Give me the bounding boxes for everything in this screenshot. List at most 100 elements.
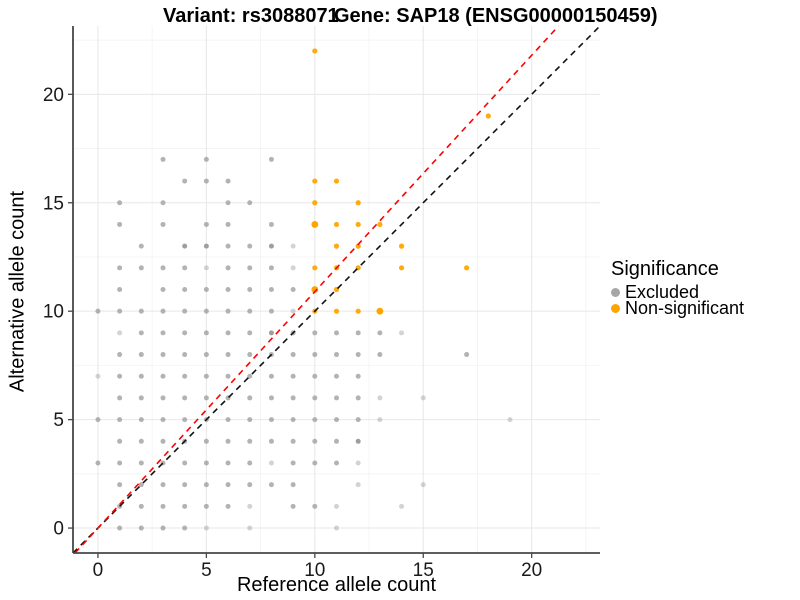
point-excluded bbox=[203, 352, 209, 358]
point-excluded bbox=[117, 330, 123, 336]
point-non-significant bbox=[312, 265, 318, 271]
point-excluded bbox=[160, 221, 166, 227]
point-excluded bbox=[138, 482, 144, 488]
point-excluded bbox=[225, 243, 231, 249]
y-tick-label: 10 bbox=[43, 302, 64, 323]
point-excluded bbox=[247, 525, 253, 531]
point-excluded bbox=[290, 482, 296, 488]
point-excluded bbox=[355, 438, 361, 444]
point-excluded bbox=[203, 438, 209, 444]
point-excluded bbox=[225, 330, 231, 336]
point-excluded bbox=[312, 438, 318, 444]
y-tick-label: 5 bbox=[53, 410, 64, 431]
point-excluded bbox=[247, 482, 253, 488]
point-excluded bbox=[268, 156, 274, 162]
point-non-significant bbox=[355, 221, 361, 228]
point-excluded bbox=[290, 287, 296, 292]
point-excluded bbox=[203, 503, 209, 509]
point-excluded bbox=[312, 417, 318, 423]
point-excluded bbox=[334, 503, 339, 509]
point-excluded bbox=[117, 200, 123, 206]
point-excluded bbox=[138, 525, 144, 531]
point-excluded bbox=[290, 265, 296, 271]
point-excluded bbox=[203, 156, 209, 162]
point-excluded bbox=[290, 503, 296, 509]
point-excluded bbox=[160, 352, 166, 358]
gene-title: Gene: SAP18 (ENSG00000150459) bbox=[334, 5, 658, 27]
point-excluded bbox=[268, 221, 274, 227]
point-non-significant bbox=[377, 221, 383, 228]
point-excluded bbox=[117, 265, 123, 271]
point-excluded bbox=[160, 503, 166, 509]
point-excluded bbox=[182, 460, 188, 466]
point-excluded bbox=[464, 352, 470, 358]
point-excluded bbox=[312, 352, 318, 358]
point-excluded bbox=[268, 460, 274, 466]
excluded-dot-icon bbox=[611, 287, 620, 297]
point-excluded bbox=[334, 330, 339, 336]
point-excluded bbox=[203, 482, 209, 488]
point-non-significant bbox=[333, 243, 340, 249]
point-non-significant bbox=[376, 307, 384, 315]
point-excluded bbox=[312, 460, 318, 466]
point-excluded bbox=[247, 352, 253, 358]
point-excluded bbox=[334, 417, 339, 423]
point-excluded bbox=[399, 330, 405, 336]
x-axis-title: Reference allele count bbox=[236, 574, 436, 596]
point-non-significant bbox=[485, 113, 491, 119]
point-excluded bbox=[225, 221, 231, 227]
point-excluded bbox=[117, 308, 123, 314]
identity-line bbox=[72, 25, 601, 554]
legend-item-label: Excluded bbox=[625, 281, 700, 302]
point-excluded bbox=[225, 200, 231, 206]
point-excluded bbox=[225, 460, 231, 466]
legend-item-excluded: Excluded bbox=[611, 281, 744, 302]
point-excluded bbox=[117, 395, 123, 401]
point-excluded bbox=[95, 417, 101, 423]
point-excluded bbox=[334, 395, 339, 401]
point-excluded bbox=[203, 525, 209, 531]
y-tick-label: 15 bbox=[43, 193, 64, 214]
point-non-significant bbox=[333, 221, 340, 228]
point-excluded bbox=[138, 373, 144, 379]
point-excluded bbox=[268, 287, 274, 292]
point-excluded bbox=[268, 330, 274, 336]
x-tick-label: 10 bbox=[304, 560, 325, 581]
point-excluded bbox=[95, 373, 101, 379]
point-non-significant bbox=[333, 308, 340, 314]
point-excluded bbox=[334, 352, 339, 358]
point-excluded bbox=[138, 417, 144, 423]
point-excluded bbox=[225, 438, 231, 444]
point-non-significant bbox=[355, 308, 361, 314]
point-excluded bbox=[203, 395, 209, 401]
point-excluded bbox=[247, 395, 253, 401]
point-excluded bbox=[247, 308, 253, 314]
point-excluded bbox=[182, 503, 188, 509]
point-excluded bbox=[117, 460, 123, 466]
point-excluded bbox=[117, 221, 123, 227]
point-excluded bbox=[160, 200, 166, 206]
point-non-significant bbox=[355, 200, 361, 206]
point-excluded bbox=[117, 373, 123, 379]
point-excluded bbox=[290, 395, 296, 401]
point-excluded bbox=[160, 265, 166, 271]
point-excluded bbox=[117, 482, 123, 488]
point-excluded bbox=[182, 395, 188, 401]
point-excluded bbox=[203, 460, 209, 466]
point-excluded bbox=[160, 308, 166, 314]
point-excluded bbox=[203, 287, 209, 292]
point-excluded bbox=[225, 265, 231, 271]
point-excluded bbox=[117, 287, 123, 292]
point-non-significant bbox=[311, 221, 319, 228]
point-excluded bbox=[138, 308, 144, 314]
point-excluded bbox=[225, 503, 231, 509]
point-excluded bbox=[138, 265, 144, 271]
point-non-significant bbox=[312, 178, 318, 184]
point-excluded bbox=[95, 308, 101, 314]
point-excluded bbox=[182, 352, 188, 358]
point-excluded bbox=[203, 178, 209, 184]
point-excluded bbox=[290, 373, 296, 379]
point-excluded bbox=[225, 373, 231, 379]
point-excluded bbox=[182, 178, 188, 184]
